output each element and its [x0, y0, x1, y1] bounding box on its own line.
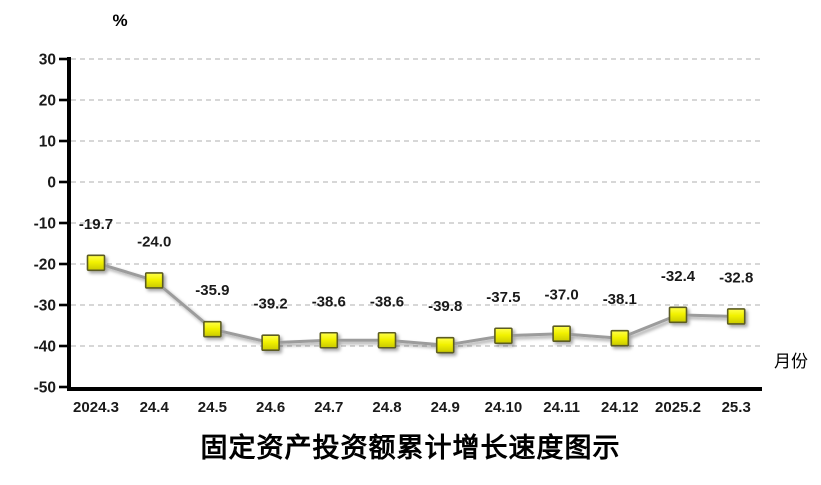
data-point-label: -38.6	[370, 293, 404, 310]
axis-layer: 30 20 10 0 -10 -20 -30 -40 -50 2024.3 24.4 24.5 24.6…	[34, 52, 762, 416]
x-tick-label: 2025.2	[655, 399, 701, 416]
x-tick-label: 24.5	[198, 399, 227, 416]
data-point-label: -32.4	[661, 268, 696, 285]
data-point-marker	[144, 272, 164, 289]
data-point-label: -38.1	[603, 291, 637, 308]
chart-title: 固定资产投资额累计增长速度图示	[200, 433, 621, 463]
label-layer: -19.7 -24.0 -35.9 -39.2 -38.6 -38.6 -39.8 -37.5…	[79, 216, 753, 315]
y-tick-label: 30	[39, 52, 56, 69]
data-point-label: -24.0	[137, 233, 171, 250]
y-tick-label: 0	[47, 175, 56, 192]
data-point-marker	[435, 336, 455, 354]
data-point-label: -38.6	[312, 293, 346, 310]
gridline-layer	[71, 58, 762, 347]
x-tick-label: 24.6	[256, 399, 285, 416]
data-point-marker	[203, 320, 222, 338]
x-tick-label: 24.8	[372, 399, 401, 416]
series-line	[95, 261, 737, 347]
data-point-marker	[377, 331, 397, 349]
data-series-layer	[86, 254, 746, 354]
x-tick-label: 24.11	[543, 399, 580, 416]
y-tick-label: -40	[34, 339, 56, 356]
y-tick-label: 10	[39, 134, 56, 151]
y-tick-label: 20	[39, 93, 56, 110]
data-point-label: -19.7	[79, 216, 113, 233]
x-tick-label: 24.12	[601, 399, 639, 416]
data-point-label: -39.2	[253, 296, 287, 313]
x-tick-label: 25.3	[722, 399, 751, 416]
y-tick-label: -50	[34, 380, 56, 397]
y-tick-label: -10	[34, 216, 56, 233]
x-tick-label: 24.7	[314, 399, 343, 416]
x-tick-label: 24.10	[485, 399, 523, 416]
x-tick-label: 24.4	[140, 399, 170, 416]
y-axis-unit-label: %	[112, 11, 128, 30]
data-point-label: -35.9	[195, 282, 229, 299]
data-point-marker	[552, 325, 571, 343]
y-tick-label: -20	[34, 257, 56, 274]
x-tick-label: 2024.3	[73, 399, 119, 416]
data-point-label: -37.0	[544, 287, 578, 304]
data-point-marker	[86, 254, 106, 272]
data-point-marker	[494, 327, 513, 345]
x-axis-unit-label: 月份	[774, 352, 808, 371]
data-point-label: -37.5	[486, 289, 520, 306]
y-tick-label: -30	[34, 298, 56, 315]
data-point-marker	[319, 331, 339, 349]
data-point-label: -32.8	[719, 269, 753, 286]
data-point-marker	[668, 306, 688, 324]
x-tick-label: 24.9	[431, 399, 460, 416]
data-point-label: -39.8	[428, 298, 462, 315]
data-point-marker	[261, 334, 280, 352]
data-point-marker	[726, 308, 746, 325]
data-point-marker	[610, 329, 630, 347]
